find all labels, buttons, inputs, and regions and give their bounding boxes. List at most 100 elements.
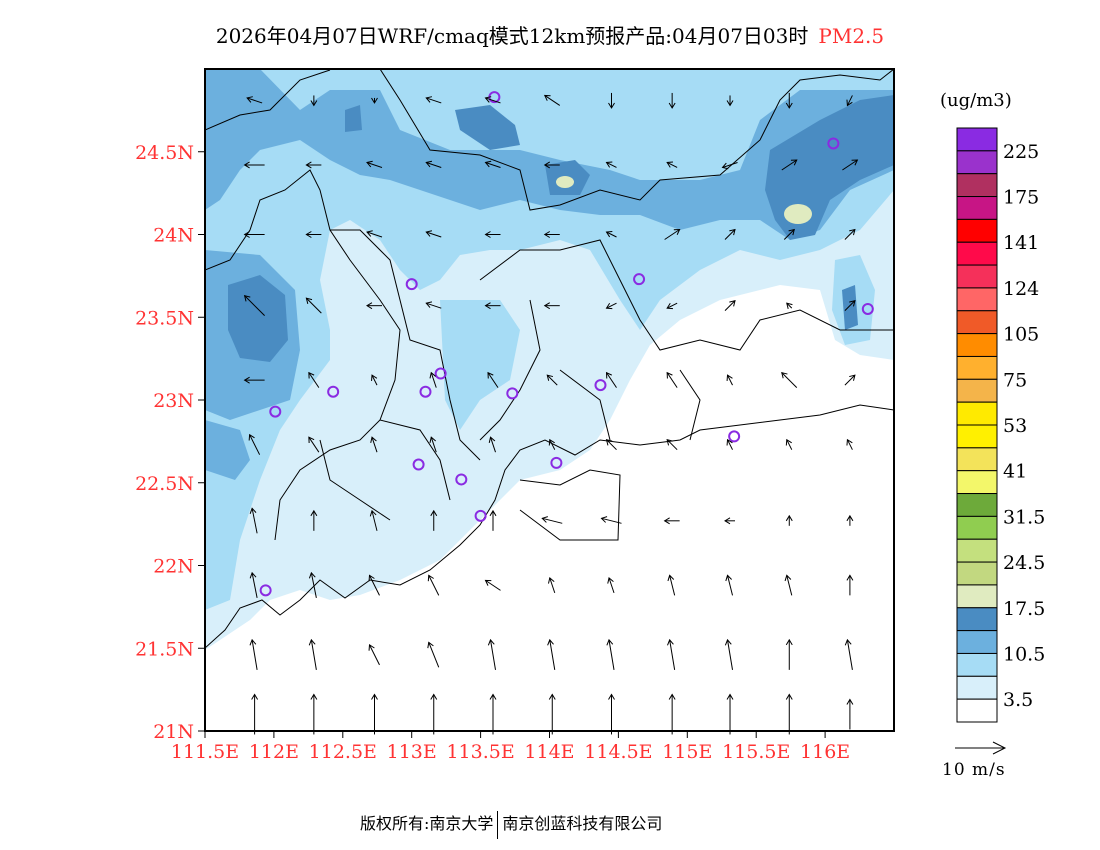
colorbar-label: 225 xyxy=(1003,141,1039,163)
wind-arrow xyxy=(724,299,736,312)
wind-arrow xyxy=(249,571,258,598)
wind-arrow xyxy=(548,438,556,450)
company-text: 南京创蓝科技有限公司 xyxy=(502,814,663,833)
wind-arrow xyxy=(785,92,793,109)
colorbar-swatch xyxy=(956,447,998,472)
coastline-and-borders xyxy=(205,69,894,649)
level-17.5-ne xyxy=(765,95,894,240)
station-marker xyxy=(327,385,340,398)
wind-arrow xyxy=(429,371,437,388)
colorbar-swatch xyxy=(956,607,998,632)
level-17.5 xyxy=(228,275,288,362)
colorbar-swatch xyxy=(956,218,998,243)
wind-arrow xyxy=(543,302,560,310)
station-marker xyxy=(455,473,468,486)
level-14 xyxy=(205,69,894,240)
wind-arrow xyxy=(548,693,556,735)
level-10.5-center xyxy=(440,300,520,430)
x-axis: 111.5E 112E 112.5E 113E 113.5E 114E 114.5E 115E… xyxy=(171,731,850,763)
level-17.5-n3 xyxy=(345,105,362,132)
wind-arrow xyxy=(541,516,563,524)
wind-arrow xyxy=(249,638,258,670)
wind-arrow xyxy=(785,514,793,526)
wind-arrow xyxy=(724,517,736,525)
city-border-2 xyxy=(479,239,894,351)
y-tick-label: 23N xyxy=(153,390,194,412)
wind-arrow xyxy=(725,574,734,596)
y-tick-label: 24N xyxy=(153,225,194,247)
hk-box xyxy=(519,469,621,541)
colorbar-swatch xyxy=(956,561,998,586)
colorbar-label: 41 xyxy=(1003,461,1027,483)
wind-arrow xyxy=(844,638,853,670)
x-tick-label: 115E xyxy=(662,741,712,763)
colorbar-swatch xyxy=(956,584,998,609)
wind-arrow xyxy=(427,641,440,668)
colorbar-label: 24.5 xyxy=(1003,552,1045,574)
title-text: 2026年04月07日WRF/cmaq模式12km预报产品:04月07日03时 xyxy=(215,24,809,48)
province-border-north xyxy=(205,69,894,211)
colorbar-label: 31.5 xyxy=(1003,506,1045,528)
colorbar-swatch xyxy=(956,698,998,723)
wind-arrow xyxy=(305,161,322,169)
level-24.5-spot2 xyxy=(784,204,812,224)
wind-arrow xyxy=(786,302,793,309)
colorbar-swatch xyxy=(956,150,998,175)
wind-arrow xyxy=(543,94,561,106)
wind-arrow xyxy=(489,693,497,735)
colorbar-swatch xyxy=(956,196,998,220)
wind-arrow xyxy=(664,228,681,240)
wind-arrow xyxy=(844,299,856,312)
station-marker xyxy=(474,509,487,522)
station-marker xyxy=(633,273,646,286)
wind-arrow xyxy=(546,374,558,386)
colorbar-swatch xyxy=(956,127,998,152)
copyright-text: 版权所有:南京大学 xyxy=(360,814,494,833)
wind-arrow xyxy=(488,436,496,453)
footer: 版权所有:南京大学 南京创蓝科技有限公司 xyxy=(360,810,662,839)
wind-arrow xyxy=(547,638,556,670)
wind-arrow xyxy=(429,436,437,453)
wind-arrow xyxy=(600,516,622,524)
wind-arrow xyxy=(668,92,676,109)
y-tick-label: 23.5N xyxy=(135,307,194,329)
y-tick-label: 21N xyxy=(153,721,194,743)
colorbar-swatch xyxy=(956,470,998,495)
colorbar-label: 124 xyxy=(1003,278,1039,300)
wind-arrow xyxy=(785,693,793,735)
wind-arrow xyxy=(605,302,617,310)
wind-arrow xyxy=(785,638,793,670)
x-tick-label: 114.5E xyxy=(584,741,652,763)
wind-arrow xyxy=(784,574,793,596)
wind-arrow xyxy=(543,161,560,169)
wind-arrow xyxy=(371,693,378,735)
station-marker xyxy=(506,387,519,400)
wind-arrow xyxy=(666,438,678,451)
colorbar-label: 3.5 xyxy=(1003,689,1033,711)
station-marker xyxy=(550,456,563,469)
wind-arrow xyxy=(605,438,617,451)
y-tick-label: 21.5N xyxy=(135,638,194,660)
wind-arrow xyxy=(666,161,678,168)
colorbar-label: 17.5 xyxy=(1003,598,1045,620)
wind-arrow xyxy=(425,96,442,104)
wind-arrow xyxy=(606,638,615,670)
wind-arrow xyxy=(484,96,501,104)
x-tick-label: 116E xyxy=(800,741,850,763)
colorbar-swatch xyxy=(956,333,998,357)
wind-arrow xyxy=(724,638,734,670)
colorbar-label: 53 xyxy=(1003,415,1027,437)
wind-arrow xyxy=(366,230,383,238)
colorbar-swatch xyxy=(956,424,998,449)
wind-arrow xyxy=(484,160,501,168)
concentration-field xyxy=(205,69,894,731)
wind-arrow xyxy=(251,693,259,735)
city-border-1 xyxy=(330,229,481,461)
wind-arrow xyxy=(487,371,499,388)
colorbar-label: 75 xyxy=(1003,369,1027,391)
wind-arrow xyxy=(726,438,733,450)
wind-arrow xyxy=(844,374,856,386)
wind-arrow xyxy=(371,97,378,104)
wind-arrow xyxy=(548,576,556,594)
